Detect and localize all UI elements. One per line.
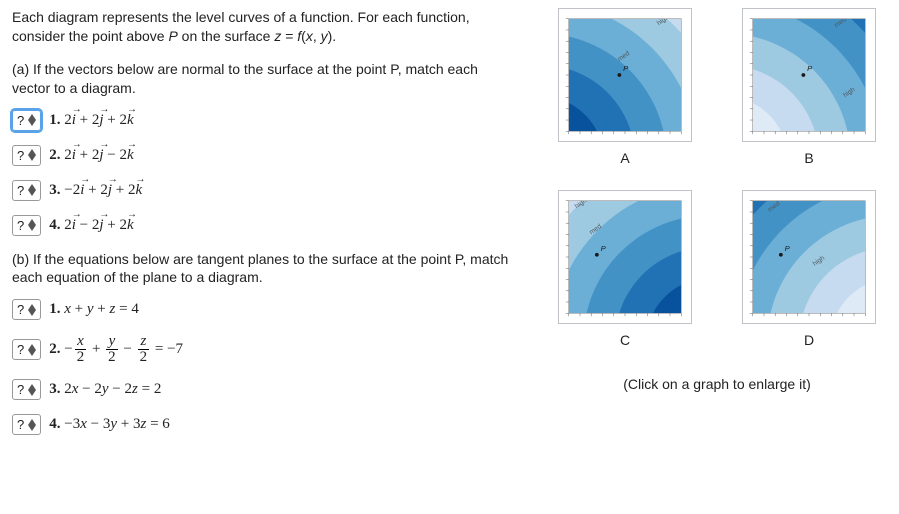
selector-value: ? [17, 342, 24, 357]
selector-value: ? [17, 382, 24, 397]
diagram-cell: P medhigh D [742, 190, 876, 366]
vector-expression: 2. 2→i + 2→j − 2→k [49, 147, 133, 164]
answer-selector[interactable]: ? [12, 180, 41, 201]
diagram-d[interactable]: P medhigh [742, 190, 876, 324]
vector-expression: 3. −2→i + 2→j + 2→k [49, 182, 142, 199]
diagram-grid: P highmed A P medhigh B P highmed C P me… [547, 8, 887, 392]
diagram-b[interactable]: P medhigh [742, 8, 876, 142]
answer-selector[interactable]: ? [12, 145, 41, 166]
stepper-icon [28, 384, 36, 396]
diagram-cell: P highmed A [558, 8, 692, 184]
stepper-icon [28, 419, 36, 431]
part-a-line-2: vector to a diagram. [12, 80, 136, 96]
stepper-icon [28, 184, 36, 196]
intro-line-1: Each diagram represents the level curves… [12, 9, 470, 25]
part-b-line-2: each equation of the plane to a diagram. [12, 269, 263, 285]
diagram-label: C [558, 332, 692, 348]
diagram-label: D [742, 332, 876, 348]
diagram-c[interactable]: P highmed [558, 190, 692, 324]
part-b-item: ? 4. −3x − 3y + 3z = 6 [12, 414, 527, 435]
part-a-items: ? 1. 2→i + 2→j + 2→k? 2. 2→i + 2→j − 2→k… [12, 110, 527, 236]
stepper-icon [28, 344, 36, 356]
part-a-line-1: (a) If the vectors below are normal to t… [12, 61, 478, 77]
page-layout: Each diagram represents the level curves… [12, 8, 887, 449]
diagram-a[interactable]: P highmed [558, 8, 692, 142]
svg-text:P: P [623, 64, 629, 73]
stepper-icon [28, 114, 36, 126]
stepper-icon [28, 149, 36, 161]
selector-value: ? [17, 148, 24, 163]
part-a-item: ? 2. 2→i + 2→j − 2→k [12, 145, 527, 166]
contour-plot: P medhigh [747, 195, 871, 319]
part-b-item: ? 3. 2x − 2y − 2z = 2 [12, 379, 527, 400]
part-b-line-1: (b) If the equations below are tangent p… [12, 251, 508, 267]
svg-text:P: P [807, 64, 813, 73]
part-a-item: ? 3. −2→i + 2→j + 2→k [12, 180, 527, 201]
part-b-item: ? 2. −x2 + y2 − z2 = −7 [12, 334, 527, 365]
plane-equation: 1. x + y + z = 4 [49, 301, 139, 318]
left-column: Each diagram represents the level curves… [12, 8, 527, 449]
vector-expression: 1. 2→i + 2→j + 2→k [49, 112, 133, 129]
intro-line-2: consider the point above P on the surfac… [12, 28, 336, 44]
diagram-label: B [742, 150, 876, 166]
answer-selector[interactable]: ? [12, 215, 41, 236]
stepper-icon [28, 304, 36, 316]
right-column: P highmed A P medhigh B P highmed C P me… [547, 8, 887, 449]
answer-selector[interactable]: ? [12, 379, 41, 400]
stepper-icon [28, 219, 36, 231]
part-b-item: ? 1. x + y + z = 4 [12, 299, 527, 320]
intro-text: Each diagram represents the level curves… [12, 8, 527, 46]
part-b-items: ? 1. x + y + z = 4? 2. −x2 + y2 − z2 = −… [12, 299, 527, 435]
answer-selector[interactable]: ? [12, 110, 41, 131]
plane-equation: 4. −3x − 3y + 3z = 6 [49, 416, 170, 433]
click-note: (Click on a graph to enlarge it) [623, 376, 811, 392]
selector-value: ? [17, 183, 24, 198]
part-a-label: (a) If the vectors below are normal to t… [12, 60, 527, 98]
contour-plot: P highmed [563, 13, 687, 137]
contour-plot: P highmed [563, 195, 687, 319]
diagram-label: A [558, 150, 692, 166]
part-b-label: (b) If the equations below are tangent p… [12, 250, 527, 288]
selector-value: ? [17, 302, 24, 317]
plane-equation: 2. −x2 + y2 − z2 = −7 [49, 334, 183, 365]
part-a-item: ? 4. 2→i − 2→j + 2→k [12, 215, 527, 236]
contour-plot: P medhigh [747, 13, 871, 137]
selector-value: ? [17, 218, 24, 233]
selector-value: ? [17, 113, 24, 128]
vector-expression: 4. 2→i − 2→j + 2→k [49, 217, 133, 234]
diagram-cell: P highmed C [558, 190, 692, 366]
answer-selector[interactable]: ? [12, 414, 41, 435]
answer-selector[interactable]: ? [12, 339, 41, 360]
selector-value: ? [17, 417, 24, 432]
part-a-item: ? 1. 2→i + 2→j + 2→k [12, 110, 527, 131]
diagram-cell: P medhigh B [742, 8, 876, 184]
plane-equation: 3. 2x − 2y − 2z = 2 [49, 381, 161, 398]
answer-selector[interactable]: ? [12, 299, 41, 320]
